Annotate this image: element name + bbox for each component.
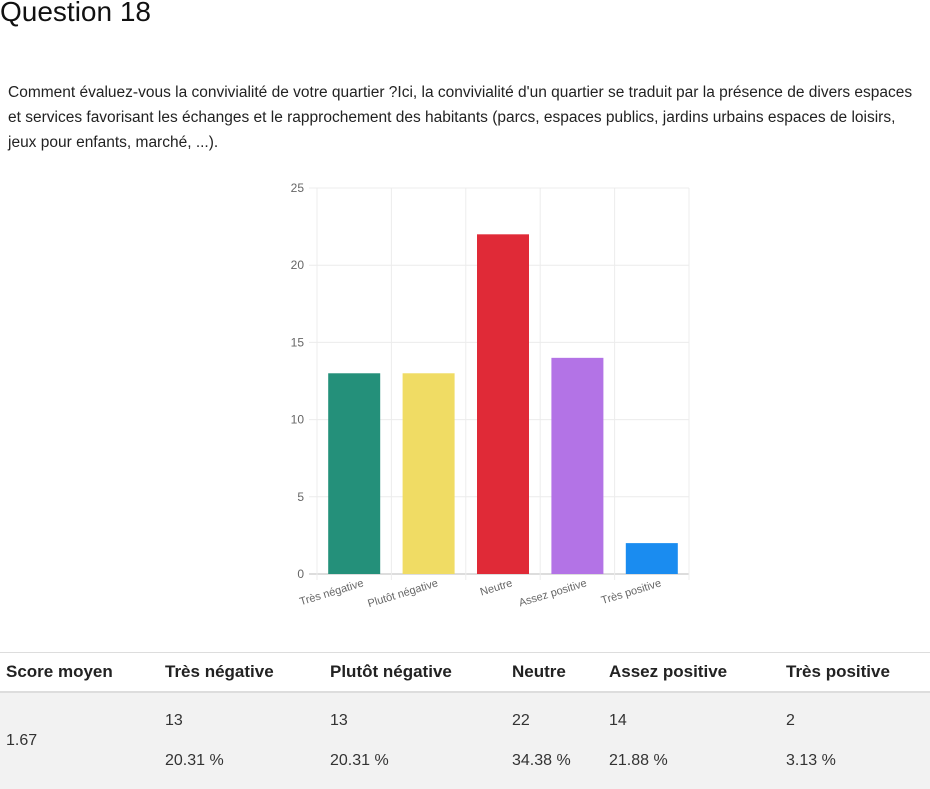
y-tick-label: 0	[297, 567, 304, 581]
x-tick-label: Assez positive	[518, 577, 589, 609]
header-score-moyen: Score moyen	[0, 652, 159, 693]
header-plutot-negative: Plutôt négative	[324, 652, 506, 693]
x-tick-label: Très négative	[298, 577, 365, 608]
bar	[402, 373, 455, 574]
bar	[625, 543, 678, 574]
y-tick-label: 15	[291, 335, 305, 349]
y-tick-label: 5	[297, 490, 304, 504]
results-table: Score moyen Très négative Plutôt négativ…	[0, 652, 930, 789]
count-value: 13	[330, 712, 348, 729]
count-value: 13	[165, 712, 183, 729]
percent-value: 20.31 %	[165, 752, 224, 769]
percent-value: 34.38 %	[512, 752, 571, 769]
x-tick-label: Plutôt négative	[366, 577, 439, 610]
percent-value: 3.13 %	[786, 752, 836, 769]
x-tick-label: Neutre	[479, 577, 514, 598]
count-value: 2	[786, 712, 795, 729]
question-title: Question 18	[0, 0, 151, 27]
count-value: 14	[609, 712, 627, 729]
cell-tres-negative: 13 20.31 %	[159, 692, 324, 789]
table-header-row: Score moyen Très négative Plutôt négativ…	[0, 652, 930, 693]
percent-value: 21.88 %	[609, 752, 668, 769]
cell-tres-positive: 2 3.13 %	[780, 692, 930, 789]
bar	[328, 373, 381, 574]
header-tres-negative: Très négative	[159, 652, 324, 693]
header-neutre: Neutre	[506, 652, 603, 693]
header-tres-positive: Très positive	[780, 652, 930, 693]
header-assez-positive: Assez positive	[603, 652, 780, 693]
score-moyen-value: 1.67	[0, 692, 159, 789]
y-tick-label: 20	[291, 258, 305, 272]
cell-neutre: 22 34.38 %	[506, 692, 603, 789]
x-tick-label: Très positive	[600, 577, 663, 607]
bar	[551, 357, 604, 574]
percent-value: 20.31 %	[330, 752, 389, 769]
table-row: 1.67 13 20.31 % 13 20.31 % 22 34.38 % 14…	[0, 692, 930, 789]
cell-plutot-negative: 13 20.31 %	[324, 692, 506, 789]
count-value: 22	[512, 712, 530, 729]
cell-assez-positive: 14 21.88 %	[603, 692, 780, 789]
bar	[477, 234, 529, 574]
question-text: Comment évaluez-vous la convivialité de …	[8, 84, 913, 151]
bar-chart: 0 5 10 15 20 25 Très négative Plutôt négative Ne…	[291, 181, 690, 610]
y-tick-label: 25	[291, 181, 305, 195]
y-tick-label: 10	[291, 413, 305, 427]
